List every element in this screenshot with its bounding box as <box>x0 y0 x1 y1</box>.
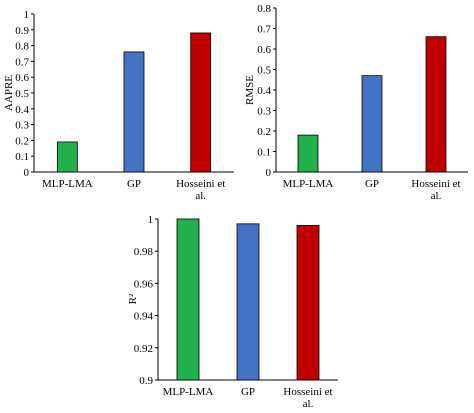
bar-mlp-lma <box>297 134 319 173</box>
y-tick-label: 0.4 <box>257 85 271 97</box>
y-tick-label: 0 <box>24 167 30 179</box>
chart-2: 0 0.1 0.2 0.3 0.4 0.5 0.6 0.7 0.8 RMSE MLP-LMA GP Ho… <box>244 3 468 202</box>
bar-gp <box>361 75 383 173</box>
category-label: MLP-LMA <box>283 178 334 190</box>
category-label: GP <box>241 386 255 398</box>
chart-1: 0 0.1 0.2 0.3 0.4 0.5 0.6 0.7 0.8 0.9 1 AAPRE MLP-LM… <box>3 9 234 202</box>
y-tick-label: 0.98 <box>134 246 154 258</box>
y-tick-label: 0.94 <box>134 311 154 323</box>
y-tick-label: 0.2 <box>15 135 29 147</box>
y-tick-label: 0.3 <box>15 120 29 132</box>
y-tick-label: 0.92 <box>134 343 153 355</box>
y-tick-label: 1 <box>148 214 154 226</box>
y-tick-label: 0.96 <box>134 278 154 290</box>
category-label: Hosseini et al. <box>283 386 332 410</box>
category-label: MLP-LMA <box>163 386 214 398</box>
bar-gp <box>123 51 145 173</box>
y-tick-label: 0.8 <box>257 3 271 15</box>
y-tick-label: 0.9 <box>15 25 29 37</box>
bar-hosseini-et-al <box>296 225 320 381</box>
y-tick-label: 0.1 <box>15 151 29 163</box>
chart-3: 0.9 0.92 0.94 0.96 0.98 1 R² MLP-LMA GP Hosseini … <box>127 214 338 410</box>
y-tick-label: 0.8 <box>15 41 29 53</box>
y-tick-label: 0 <box>266 167 272 179</box>
y-tick-label: 0.1 <box>257 147 271 159</box>
bar-hosseini-et-al <box>425 36 447 173</box>
y-tick-label: 0.6 <box>257 44 271 56</box>
y-axis-label: RMSE <box>244 75 256 105</box>
y-tick-label: 0.9 <box>139 375 153 387</box>
bar-mlp-lma <box>176 218 200 381</box>
category-label: GP <box>365 178 379 190</box>
y-tick-label: 0.7 <box>257 24 271 36</box>
y-tick-label: 0.5 <box>15 88 29 100</box>
y-tick-label: 0.6 <box>15 72 29 84</box>
y-tick-label: 0.5 <box>257 65 271 77</box>
y-tick-label: 0.2 <box>257 126 271 138</box>
category-label: MLP-LMA <box>42 178 93 190</box>
y-tick-label: 1 <box>24 9 30 21</box>
y-axis-label: AAPRE <box>3 75 15 111</box>
y-tick-label: 0.3 <box>257 106 271 118</box>
y-tick-label: 0.4 <box>15 104 29 116</box>
y-tick-label: 0.7 <box>15 56 29 68</box>
y-axis-label: R² <box>127 293 139 304</box>
bar-hosseini-et-al <box>190 32 212 173</box>
category-label: Hosseini et al. <box>176 178 225 202</box>
bar-gp <box>236 223 260 381</box>
category-label: GP <box>127 178 141 190</box>
bar-mlp-lma <box>56 141 78 173</box>
category-label: Hosseini et al. <box>411 178 460 202</box>
